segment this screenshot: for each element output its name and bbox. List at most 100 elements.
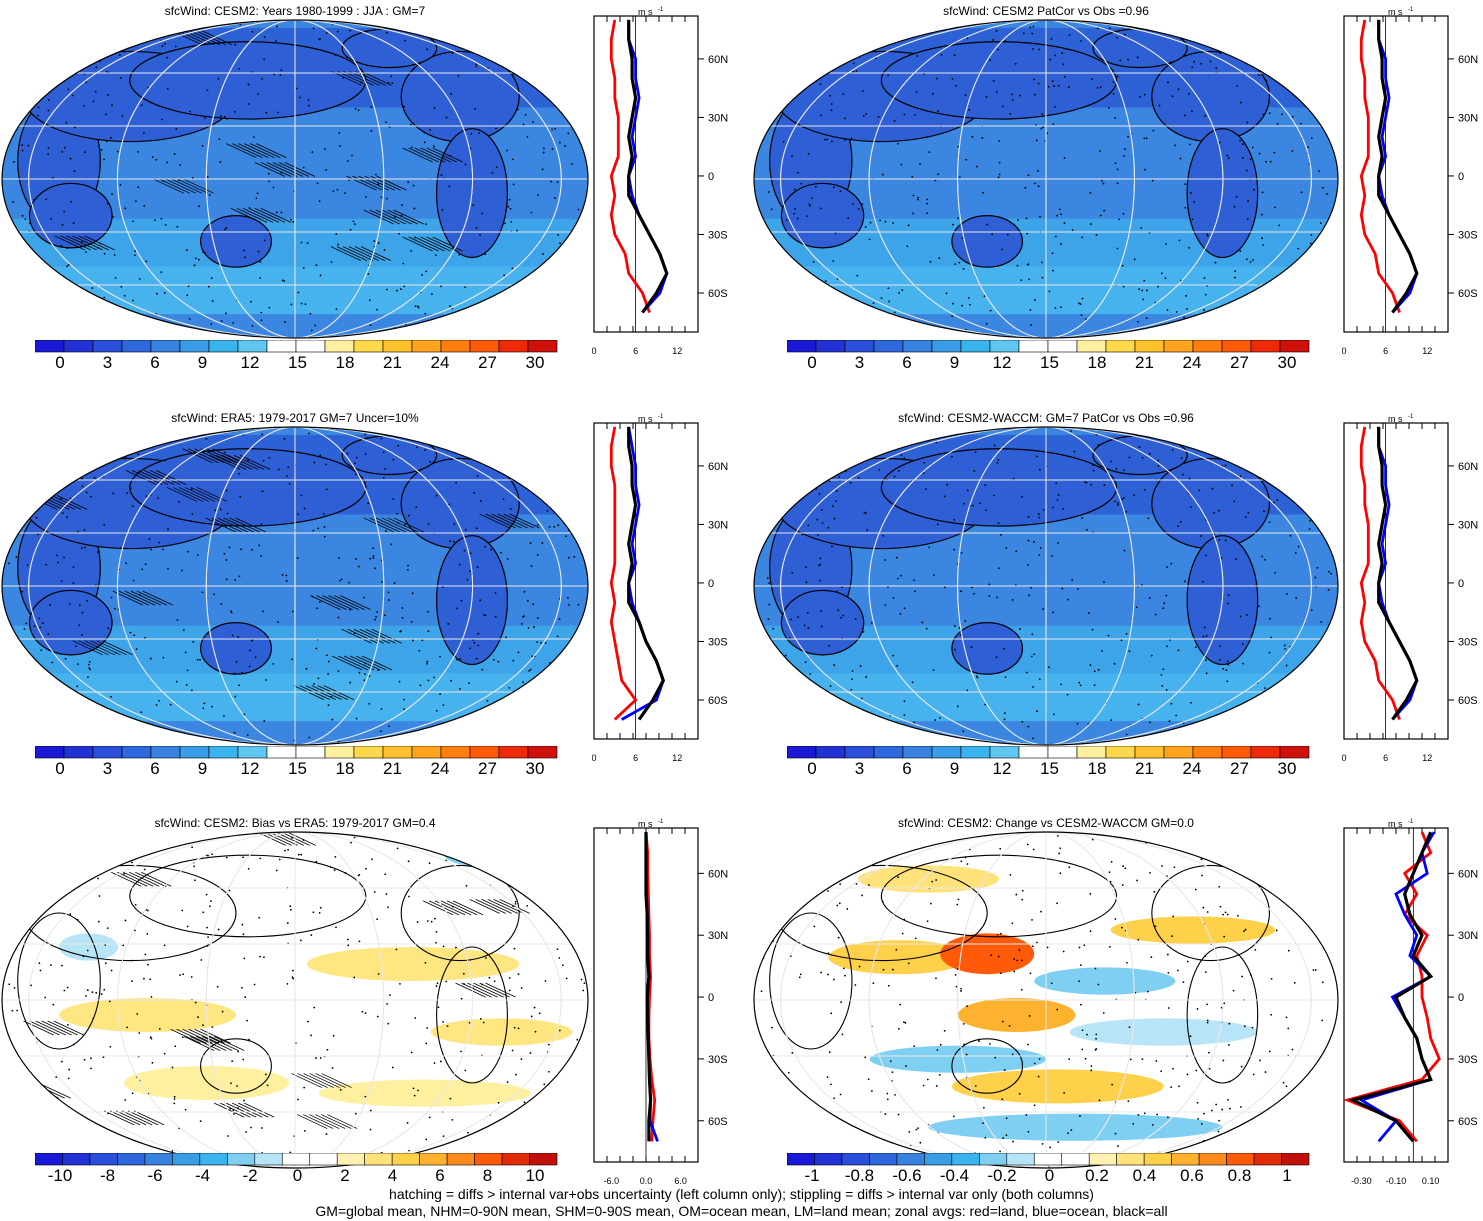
stipple-dot (43, 324, 46, 326)
stipple-dot (937, 110, 939, 112)
stipple-dot (104, 962, 107, 965)
colorbar-label: 2 (340, 1166, 350, 1185)
stipple-dot (1027, 1043, 1029, 1046)
stipple-dot (583, 1043, 585, 1045)
stipple-dot (1196, 1008, 1199, 1010)
stipple-dot (1319, 425, 1321, 427)
stipple-dot (1183, 316, 1186, 319)
stipple-dot (76, 919, 79, 921)
stipple-dot (862, 90, 864, 92)
stipple-dot (103, 988, 106, 991)
stipple-dot (812, 1110, 815, 1113)
colorbar-label: 3 (102, 353, 113, 372)
stipple-dot (1143, 279, 1146, 282)
stipple-dot (1128, 456, 1131, 459)
stipple-dot (1138, 288, 1141, 290)
stipple-dot (951, 77, 954, 80)
stipple-dot (561, 722, 564, 724)
stipple-dot (70, 720, 73, 723)
stipple-dot (787, 1124, 790, 1127)
stipple-dot (396, 512, 399, 515)
stipple-dot (1333, 459, 1336, 461)
stipple-dot (110, 596, 113, 599)
stipple-dot (285, 580, 288, 582)
stipple-dot (1030, 586, 1033, 589)
stipple-dot (1061, 587, 1064, 590)
stipple-dot (113, 607, 116, 610)
stipple-dot (1011, 599, 1014, 601)
stipple-dot (511, 158, 514, 161)
profile-xtick: 6.0 (674, 1176, 687, 1186)
stipple-dot (1190, 506, 1192, 508)
stipple-dot (1137, 938, 1140, 941)
stipple-dot (1116, 182, 1119, 185)
stipple-dot (163, 1052, 166, 1055)
stipple-dot (475, 527, 478, 530)
stipple-dot (196, 554, 199, 556)
stipple-dot (553, 525, 556, 528)
stipple-dot (1013, 970, 1016, 973)
stipple-dot (225, 312, 227, 315)
stipple-dot (993, 494, 995, 497)
stipple-dot (267, 172, 270, 175)
stipple-dot (985, 509, 987, 512)
stipple-dot (772, 1144, 774, 1147)
stipple-dot (257, 93, 259, 96)
hatching-patch (23, 1020, 84, 1036)
stipple-dot (764, 944, 767, 947)
stipple-dot (895, 556, 898, 559)
stipple-dot (548, 320, 551, 322)
hatching-patch (40, 47, 101, 63)
stipple-dot (755, 484, 758, 487)
stipple-dot (976, 676, 979, 679)
stipple-dot (527, 626, 530, 629)
stipple-dot (57, 487, 60, 490)
stipple-dot (516, 229, 518, 232)
stipple-dot (1214, 261, 1217, 264)
stipple-dot (163, 944, 166, 947)
stipple-dot (217, 77, 220, 80)
stipple-dot (979, 502, 982, 505)
latitude-label: 60S (1458, 695, 1478, 707)
stipple-dot (272, 663, 275, 665)
stipple-dot (820, 479, 823, 482)
stipple-dot (1227, 157, 1230, 160)
stipple-dot (376, 308, 378, 311)
stipple-dot (1157, 465, 1160, 467)
stipple-dot (889, 501, 891, 504)
stipple-dot (407, 564, 409, 567)
stipple-dot (794, 669, 797, 672)
stipple-dot (1042, 608, 1045, 610)
stipple-dot (30, 75, 32, 78)
stipple-dot (886, 1098, 889, 1101)
stipple-dot (830, 103, 833, 105)
stipple-dot (60, 244, 63, 247)
stipple-dot (1011, 1053, 1014, 1056)
colorbar-swatch (324, 746, 355, 759)
stipple-dot (192, 640, 195, 643)
stipple-dot (1019, 628, 1022, 630)
stipple-dot (577, 240, 580, 243)
stipple-dot (86, 989, 89, 991)
stipple-dot (564, 672, 567, 674)
stipple-dot (756, 1033, 759, 1036)
stipple-dot (945, 292, 948, 295)
map-border (753, 831, 1339, 1169)
stipple-dot (40, 649, 43, 652)
stipple-dot (829, 685, 832, 687)
stipple-dot (1200, 535, 1202, 537)
stipple-dot (121, 115, 124, 117)
stipple-dot (219, 115, 222, 118)
stipple-dot (1217, 1130, 1220, 1133)
stipple-dot (1103, 581, 1105, 584)
stipple-dot (1073, 450, 1076, 453)
stipple-dot (1222, 913, 1225, 916)
stipple-dot (1014, 62, 1017, 65)
stipple-dot (1287, 423, 1289, 424)
colorbar-swatch (150, 340, 181, 353)
stipple-dot (107, 627, 110, 630)
stipple-dot (529, 542, 532, 545)
stipple-dot (234, 110, 236, 113)
stipple-dot (552, 24, 555, 27)
stipple-dot (440, 285, 442, 288)
